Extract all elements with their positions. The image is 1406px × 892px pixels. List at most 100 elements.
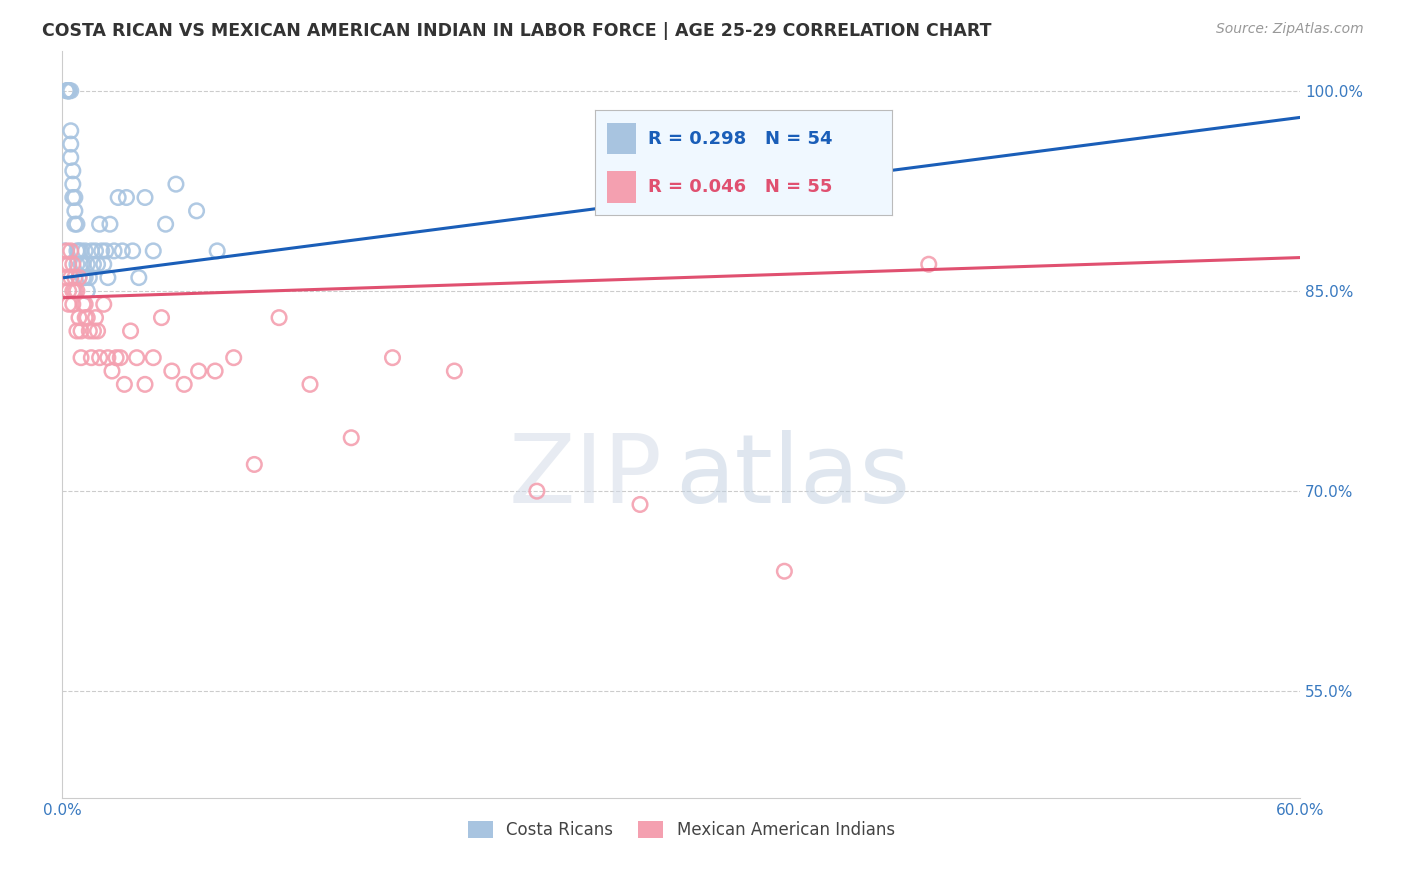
Point — [204, 364, 226, 378]
Point — [222, 351, 245, 365]
Text: Source: ZipAtlas.com: Source: ZipAtlas.com — [1216, 22, 1364, 37]
Point — [59, 84, 82, 98]
Point — [62, 297, 84, 311]
Point — [76, 310, 98, 325]
Point — [80, 351, 103, 365]
Point — [773, 564, 796, 578]
Text: ZIP: ZIP — [509, 430, 662, 524]
Point — [111, 244, 134, 258]
Point — [84, 244, 107, 258]
Point — [58, 84, 80, 98]
Point — [76, 257, 98, 271]
Point — [63, 270, 86, 285]
Point — [75, 270, 97, 285]
Text: COSTA RICAN VS MEXICAN AMERICAN INDIAN IN LABOR FORCE | AGE 25-29 CORRELATION CH: COSTA RICAN VS MEXICAN AMERICAN INDIAN I… — [42, 22, 991, 40]
Point — [66, 244, 89, 258]
Text: atlas: atlas — [675, 430, 910, 524]
Point — [72, 270, 94, 285]
Point — [66, 257, 89, 271]
Point — [70, 244, 93, 258]
Point — [298, 377, 321, 392]
Point — [121, 244, 143, 258]
Point — [128, 270, 150, 285]
Point — [55, 84, 77, 98]
Point — [70, 257, 93, 271]
Point — [142, 351, 165, 365]
Point — [59, 151, 82, 165]
Point — [58, 84, 80, 98]
Point — [89, 217, 111, 231]
Point — [76, 284, 98, 298]
Point — [66, 324, 89, 338]
Point — [187, 364, 209, 378]
Point — [67, 244, 90, 258]
Point — [134, 377, 156, 392]
Point — [86, 324, 108, 338]
Point — [150, 310, 173, 325]
Point — [67, 310, 90, 325]
Point — [165, 177, 187, 191]
Point — [63, 217, 86, 231]
Point — [93, 297, 115, 311]
Point — [62, 163, 84, 178]
Point — [59, 270, 82, 285]
Point — [526, 484, 548, 499]
Point — [115, 190, 138, 204]
Point — [105, 351, 128, 365]
Point — [101, 364, 124, 378]
Point — [72, 257, 94, 271]
Point — [72, 297, 94, 311]
Point — [443, 364, 465, 378]
Point — [55, 270, 77, 285]
Point — [173, 377, 195, 392]
Point — [59, 244, 82, 258]
Point — [79, 324, 101, 338]
Point — [84, 310, 107, 325]
Point — [58, 297, 80, 311]
Point — [340, 431, 363, 445]
Point — [267, 310, 290, 325]
Point — [75, 310, 97, 325]
Point — [112, 377, 135, 392]
Point — [55, 244, 77, 258]
Point — [97, 351, 120, 365]
Point — [243, 458, 266, 472]
Point — [82, 257, 104, 271]
Point — [63, 190, 86, 204]
Point — [142, 244, 165, 258]
Point — [58, 284, 80, 298]
Point — [58, 257, 80, 271]
Point — [80, 244, 103, 258]
Point — [62, 257, 84, 271]
Point — [155, 217, 177, 231]
Point — [205, 244, 228, 258]
Point — [67, 270, 90, 285]
Point — [381, 351, 404, 365]
Point — [98, 217, 121, 231]
Point — [63, 284, 86, 298]
Point — [628, 498, 651, 512]
Point — [66, 217, 89, 231]
Point — [90, 244, 112, 258]
Point — [94, 244, 117, 258]
Point — [58, 84, 80, 98]
Point — [89, 351, 111, 365]
Point — [79, 270, 101, 285]
Point — [103, 244, 125, 258]
Point — [59, 137, 82, 152]
Point — [82, 324, 104, 338]
Point — [93, 257, 115, 271]
Point — [55, 84, 77, 98]
Point — [918, 257, 941, 271]
Point — [66, 284, 89, 298]
Legend: Costa Ricans, Mexican American Indians: Costa Ricans, Mexican American Indians — [461, 814, 901, 846]
Point — [75, 297, 97, 311]
Point — [160, 364, 183, 378]
Point — [120, 324, 142, 338]
Point — [134, 190, 156, 204]
Point — [70, 351, 93, 365]
Point — [59, 124, 82, 138]
Point — [53, 244, 76, 258]
Point — [63, 203, 86, 218]
Point — [58, 84, 80, 98]
